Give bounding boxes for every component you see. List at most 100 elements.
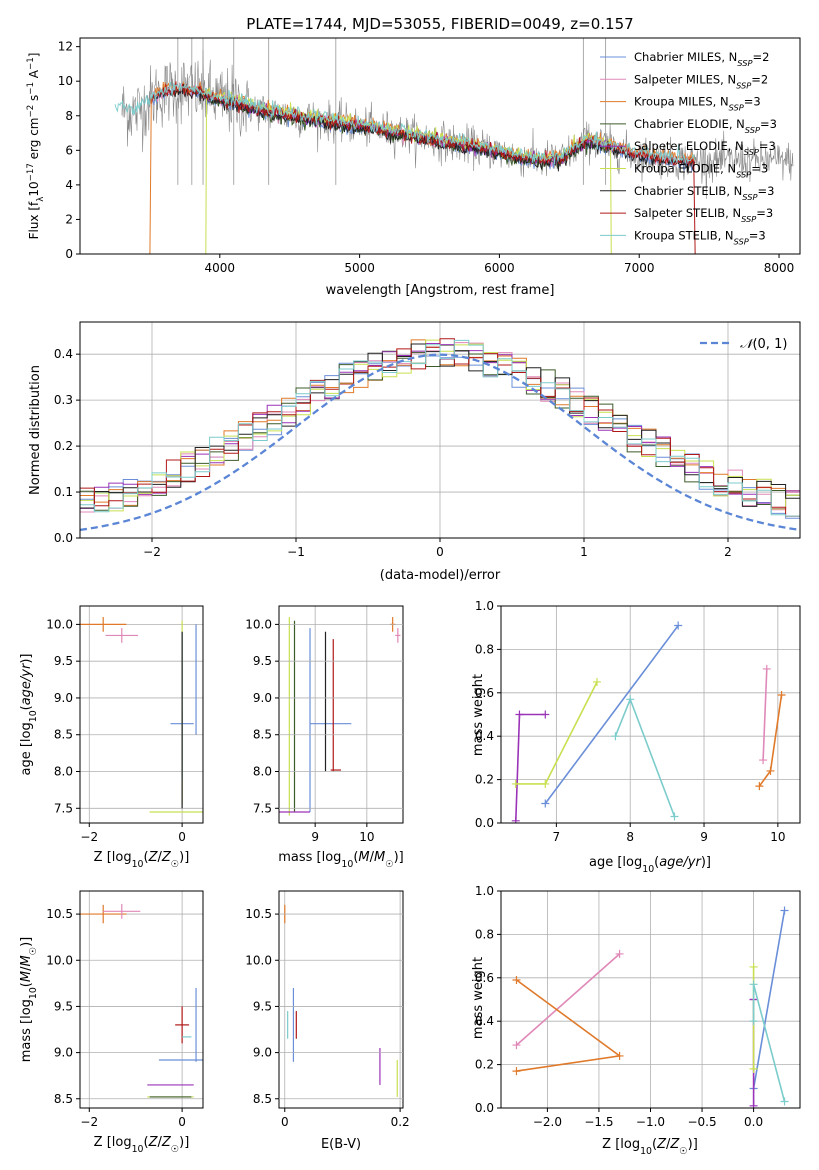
legend-entry-normal: 𝒩(0, 1): [740, 337, 787, 352]
y-tick-label: 0.0: [54, 531, 73, 545]
x-tick-label: −1.5: [584, 1115, 613, 1129]
ylabel-mass-vs-Z: mass [log10(M/M☉)]: [19, 937, 39, 1063]
legend-entry-chabrier_stelib: Chabrier STELIB, NSSP=3: [634, 184, 774, 202]
weight-marker-salpeter_miles: [762, 664, 771, 673]
spectrum-xlabel: wavelength [Angstrom, rest frame]: [326, 283, 555, 298]
y-tick-label: 9.0: [54, 1046, 73, 1060]
axes-frame-weight-vs-Z: −2.0 −1.5 −1.0 −0.5 0.0 0.0 0.2 0.4 0.6 0.8 1.0: [475, 884, 801, 1129]
axes-frame-mass-vs-EBV: 8.5 9.0 9.5 10.0 10.5 0 0.2: [245, 890, 410, 1129]
axes-frame-age-vs-Z: −2 0 7.5 8.0 8.5 9.0 9.5 10.0 age [log10(age/yr)…: [19, 605, 204, 870]
y-tick-label: 0.2: [475, 773, 494, 787]
weight-marker-kroupa_stelib: [626, 695, 635, 704]
weight-marker-kroupa_miles: [777, 690, 786, 699]
axes-border: [278, 605, 404, 824]
x-tick-label: −1.0: [636, 1115, 665, 1129]
model-edge: [205, 98, 208, 254]
plot-area-residuals: [80, 338, 800, 532]
panel-spectrum: 4000 5000 6000 7000 8000 0 2 4 6 8 10 12 Flux [fλ10−…: [26, 37, 801, 275]
x-tick-label: 0.2: [391, 1115, 410, 1129]
weight-line-salpeter_miles: [515, 953, 621, 1046]
panel-residuals: −2 −1 0 1 2 0.0 0.1 0.2 0.3 0.4 𝒩(0, 1): [54, 321, 801, 559]
x-tick-label: 6000: [484, 261, 515, 275]
axes-border: [79, 605, 204, 824]
model-edge: [693, 160, 696, 254]
mass-weight-ylabel-bottom: mass weight: [471, 957, 486, 1039]
xlabel-age-vs-mass: mass [log10(M/M☉)]: [278, 850, 404, 870]
histogram-salpeter_stelib: [80, 338, 800, 517]
mass-weight-ylabel-top: mass weight: [471, 674, 486, 756]
y-tick-label: 8.5: [253, 728, 272, 742]
spectrum-title: PLATE=1744, MJD=53055, FIBERID=0049, z=0…: [246, 15, 633, 33]
y-tick-label: 9.0: [54, 691, 73, 705]
x-tick-label: −0.5: [687, 1115, 716, 1129]
y-tick-label: 0.2: [475, 1058, 494, 1072]
y-tick-label: 2: [65, 212, 73, 226]
y-tick-label: 10.0: [46, 617, 73, 631]
y-tick-label: 8: [65, 109, 73, 123]
ylabel-age-vs-Z: age [log10(age/yr)]: [19, 653, 39, 775]
x-tick-label: 1: [580, 545, 588, 559]
x-tick-label: −1: [287, 545, 305, 559]
y-tick-label: 9.5: [253, 654, 272, 668]
weight-marker-kroupa_elodie: [511, 779, 520, 788]
plot-area-mass-vs-Z: [80, 903, 203, 1098]
weight-line-chabrier_miles: [752, 910, 786, 1089]
x-tick-label: 5000: [344, 261, 375, 275]
y-tick-label: 9.5: [54, 999, 73, 1013]
x-tick-label: −2: [80, 1115, 98, 1129]
x-tick-label: 7: [553, 830, 561, 844]
weight-marker-salpeter_elodie: [541, 710, 550, 719]
weight-marker-kroupa_miles: [512, 975, 521, 984]
legend-entry-kroupa_elodie: Kroupa ELODIE, NSSP=3: [634, 162, 768, 180]
plot-area-mass-vs-EBV: [284, 904, 398, 1097]
weight-marker-kroupa_stelib: [670, 812, 679, 821]
weight-marker-chabrier_miles: [541, 799, 550, 808]
weight-marker-kroupa_miles: [615, 1051, 624, 1060]
y-tick-label: 0.2: [54, 439, 73, 453]
y-tick-label: 9.0: [253, 1046, 272, 1060]
y-tick-label: 6: [65, 143, 73, 157]
weight-marker-salpeter_elodie: [511, 816, 520, 823]
y-tick-label: 7.5: [253, 801, 272, 815]
x-tick-label: 0.0: [744, 1115, 763, 1129]
model-spectrum-kroupa_stelib: [114, 82, 696, 165]
x-tick-label: 7000: [624, 261, 655, 275]
residuals-ylabel: Normed distribution: [28, 365, 43, 495]
y-tick-label: 9.0: [253, 691, 272, 705]
weight-line-chabrier_miles: [544, 625, 679, 804]
weight-marker-salpeter_miles: [759, 756, 768, 765]
x-tick-label: 0: [281, 1115, 289, 1129]
x-tick-label: 9: [700, 830, 708, 844]
y-tick-label: 4: [65, 178, 73, 192]
y-tick-label: 10: [58, 74, 73, 88]
y-tick-label: 7.5: [54, 801, 73, 815]
xlabel-age-vs-Z: Z [log10(Z/Z☉)]: [94, 850, 190, 870]
xlabel-mass-vs-Z: Z [log10(Z/Z☉)]: [94, 1135, 190, 1155]
weight-marker-salpeter_elodie: [749, 1101, 758, 1108]
axes-frame-age-vs-mass: 7.5 8.0 8.5 9.0 9.5 10.0 9 10 mass [log10(M/M☉)]: [245, 605, 404, 870]
ebv-xlabel: E(B-V): [321, 1137, 361, 1152]
x-tick-label: −2: [80, 830, 98, 844]
axes-frame-mass-vs-Z: −2 0 8.5 9.0 9.5 10.0 10.5 mass [log10(M/M☉)] Z …: [19, 890, 204, 1155]
y-tick-label: 0.6: [475, 971, 494, 985]
x-tick-label: 0: [178, 830, 186, 844]
weight-marker-chabrier_miles: [674, 621, 683, 630]
xlabel-weight-vs-Z: Z [log10(Z/Z☉)]: [602, 1137, 698, 1157]
y-tick-label: 0.8: [475, 642, 494, 656]
panel-mass-vs-Z: −2 0 8.5 9.0 9.5 10.0 10.5 mass [log10(M/M☉)] Z …: [19, 890, 204, 1155]
weight-marker-kroupa_stelib: [749, 980, 758, 989]
y-tick-label: 10.0: [46, 953, 73, 967]
y-tick-label: 10.5: [46, 907, 73, 921]
y-tick-label: 8.0: [253, 765, 272, 779]
weight-marker-kroupa_stelib: [611, 732, 620, 741]
legend-entry-salpeter_miles: Salpeter MILES, NSSP=2: [634, 72, 768, 90]
weight-marker-kroupa_elodie: [592, 677, 601, 686]
histogram-kroupa_stelib: [80, 339, 800, 517]
x-tick-label: 10: [359, 830, 374, 844]
weight-marker-kroupa_miles: [512, 1067, 521, 1076]
weight-marker-chabrier_miles: [780, 906, 789, 915]
x-tick-label: 0: [178, 1115, 186, 1129]
y-tick-label: 8.5: [54, 728, 73, 742]
y-tick-label: 0: [65, 247, 73, 261]
plot-area-weight-vs-age: [511, 621, 786, 823]
